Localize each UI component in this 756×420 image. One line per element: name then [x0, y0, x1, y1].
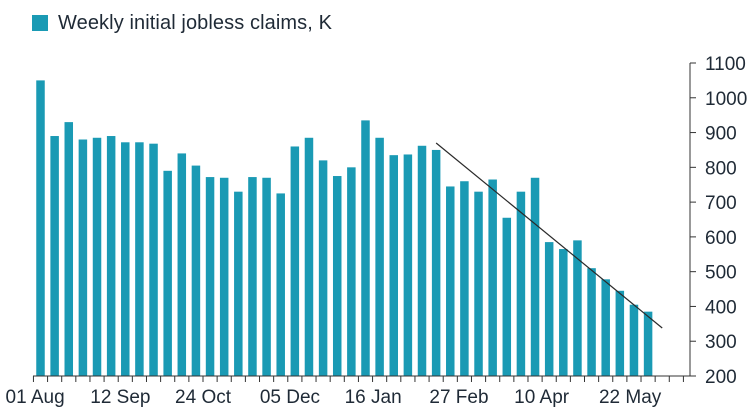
bar	[332, 176, 342, 376]
y-tick-label: 1100	[705, 54, 746, 75]
bar	[262, 177, 271, 376]
y-tick-label: 300	[705, 332, 737, 353]
bar	[389, 155, 398, 376]
x-tick-label: 16 Jan	[345, 387, 402, 408]
bar	[601, 279, 610, 376]
x-tick-label: 24 Oct	[175, 387, 232, 408]
bar	[304, 137, 314, 376]
bar	[177, 153, 187, 376]
y-tick-label: 700	[705, 193, 737, 214]
y-tick-label: 600	[705, 228, 737, 249]
bar	[50, 136, 59, 376]
y-tick-label: 900	[705, 124, 737, 145]
bar	[530, 177, 540, 376]
bar	[163, 170, 172, 376]
bar	[234, 191, 243, 376]
bar	[92, 137, 102, 376]
bar	[516, 191, 526, 376]
bar	[219, 177, 229, 376]
y-tick-label: 500	[705, 263, 737, 284]
x-axis: 01 Aug 12 Sep 24 Oct 05 Dec 16 Jan 27 Feb 10 A…	[6, 375, 690, 408]
bar	[559, 249, 568, 376]
bar	[474, 191, 483, 376]
bar	[615, 290, 625, 376]
bar	[403, 154, 413, 376]
bar	[248, 177, 257, 376]
bar	[347, 167, 356, 376]
bars-group	[36, 80, 653, 377]
x-tick-label: 27 Feb	[429, 387, 488, 408]
bar	[573, 240, 582, 376]
bar	[64, 122, 74, 377]
bar	[135, 142, 144, 376]
legend: Weekly initial jobless claims, K	[32, 10, 332, 36]
bar	[276, 193, 285, 376]
bar	[375, 137, 384, 376]
bar	[446, 186, 455, 376]
legend-label: Weekly initial jobless claims, K	[58, 11, 333, 34]
bar	[587, 268, 596, 376]
trend-line	[435, 142, 663, 329]
bar	[191, 165, 201, 376]
bar	[544, 242, 554, 376]
x-tick-label: 01 Aug	[6, 387, 65, 408]
bar	[106, 136, 116, 376]
bar	[488, 179, 497, 376]
bar	[643, 311, 653, 376]
bar	[460, 181, 469, 376]
bar	[78, 139, 88, 376]
x-tick-label: 10 Apr	[514, 387, 570, 408]
bar	[205, 177, 215, 376]
x-tick-label: 12 Sep	[90, 387, 150, 408]
trend-line-group	[435, 142, 663, 329]
bar	[290, 146, 300, 376]
x-tick-label: 22 May	[599, 387, 662, 408]
bar	[361, 120, 370, 376]
y-tick-label: 1000	[705, 89, 747, 110]
bar	[121, 142, 130, 376]
y-axis: 200 300 400 500 600 700 800 900 1000 1100	[689, 54, 747, 388]
y-tick-label: 800	[705, 158, 737, 179]
bar	[36, 80, 45, 376]
legend-swatch	[32, 15, 48, 31]
bar	[417, 145, 427, 376]
bar	[149, 143, 158, 376]
x-tick-label: 05 Dec	[260, 387, 320, 408]
bar	[502, 217, 512, 376]
y-tick-label: 200	[705, 367, 737, 388]
y-tick-label: 400	[705, 297, 737, 318]
bar	[431, 149, 441, 376]
bar	[629, 304, 639, 376]
bar	[318, 160, 328, 376]
